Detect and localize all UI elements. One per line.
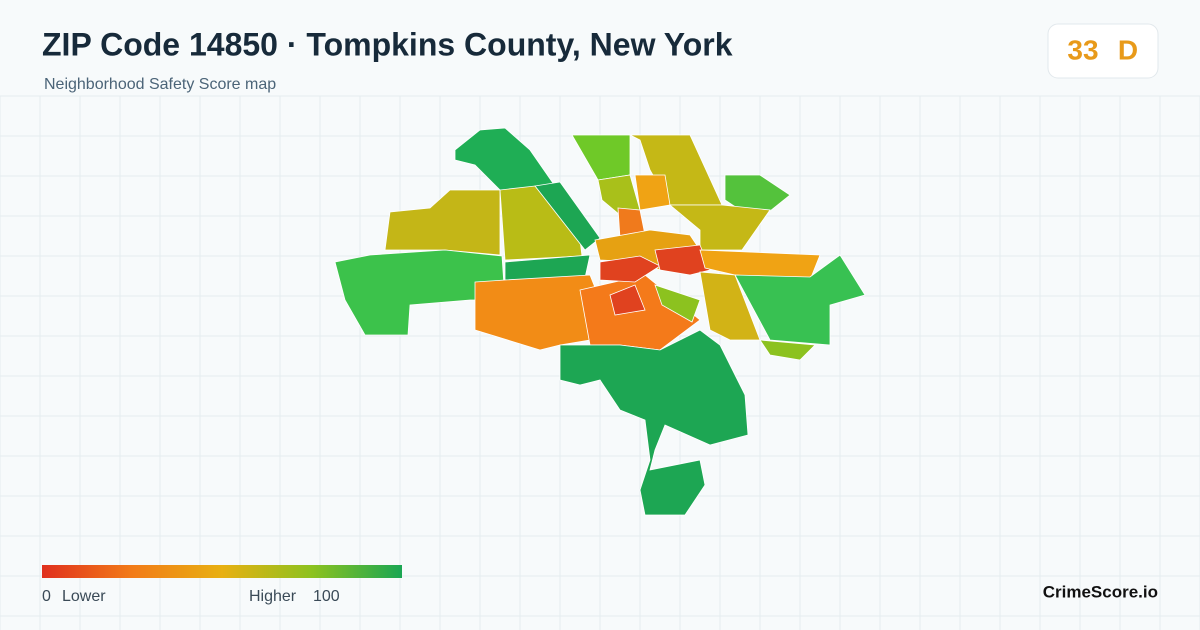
map-region [759,339,816,361]
legend-gradient [42,565,402,578]
background-grid [0,95,1200,630]
legend-min-label: Lower [62,588,106,605]
map-region [668,204,771,251]
zip-map [334,127,866,516]
subtitle: Neighborhood Safety Score map [44,76,276,93]
map-region [654,244,711,276]
map-region [599,255,661,283]
score-value: 33 [1067,34,1098,65]
map-region [734,254,866,346]
title: ZIP Code 14850 · Tompkins County, New Yo… [42,26,733,62]
score-grade: D [1118,34,1138,65]
map-region [559,329,749,516]
map-region [654,284,701,323]
map-region [634,174,671,211]
score-badge [1047,23,1159,79]
map-region [534,181,601,251]
map-region [699,271,761,341]
map-region [499,185,583,261]
legend-max-label: Higher [249,588,297,605]
legend-min: 0 [42,588,51,605]
map-region [334,249,506,336]
legend-max: 100 [313,588,340,605]
brand: CrimeScore.io [1043,582,1158,601]
map-region [609,284,646,316]
